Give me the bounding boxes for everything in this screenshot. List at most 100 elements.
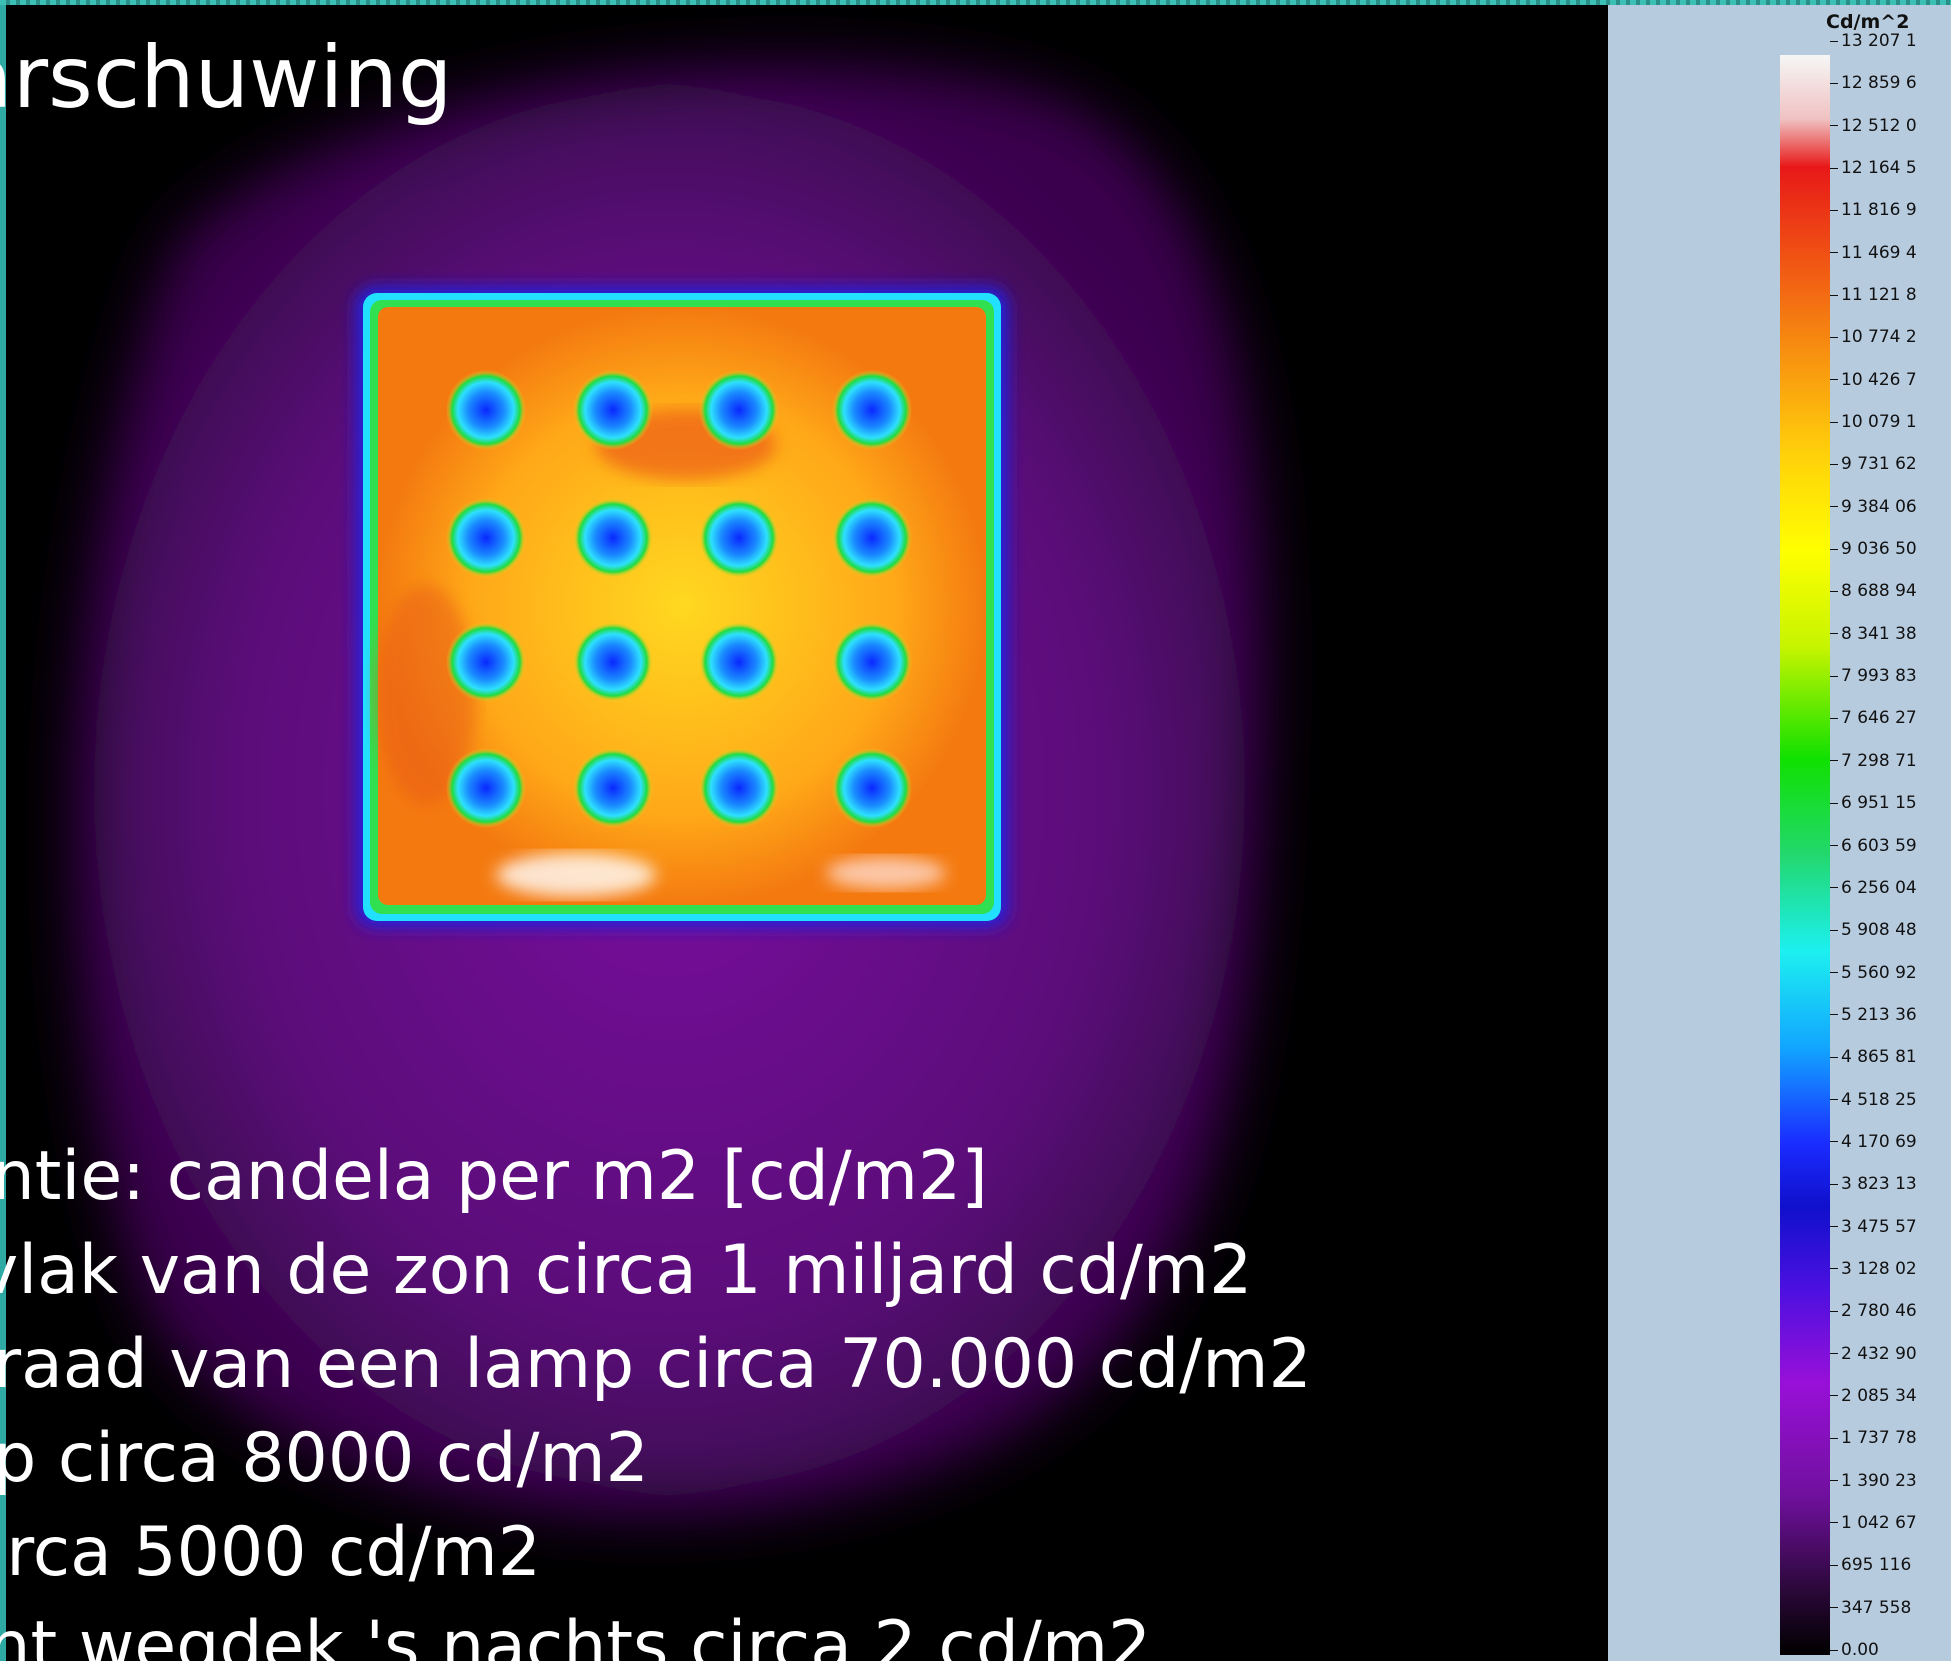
hotspot-white-bottom-right — [826, 857, 946, 889]
legend-tick: 9 384 06 — [1830, 497, 1917, 517]
slide-title: arschuwing — [0, 28, 453, 128]
tick-value: 12 164 5 — [1841, 158, 1917, 179]
luminance-heatmap — [6, 5, 1608, 1661]
tick-mark — [1830, 1607, 1838, 1609]
tick-mark — [1830, 82, 1838, 84]
legend-tick: 7 298 71 — [1830, 751, 1917, 771]
tick-mark — [1830, 1099, 1838, 1101]
legend-tick: 11 121 8 — [1830, 285, 1917, 305]
legend-tick: 9 036 50 — [1830, 539, 1917, 559]
tick-value: 11 816 9 — [1841, 200, 1917, 221]
legend-tick-labels: 13 207 1 12 859 6 12 512 0 12 164 5 11 816 9… — [1830, 5, 1951, 1661]
tick-mark — [1830, 1353, 1838, 1355]
tick-value: 4 170 69 — [1841, 1131, 1917, 1152]
led-spot — [573, 622, 653, 702]
led-spot — [832, 622, 912, 702]
tick-mark — [1830, 463, 1838, 465]
legend-tick: 3 823 13 — [1830, 1174, 1917, 1194]
led-spot — [446, 498, 526, 578]
legend-tick: 7 993 83 — [1830, 666, 1917, 686]
legend-tick: 695 116 — [1830, 1555, 1911, 1575]
slide-top-border — [0, 0, 1951, 5]
tick-mark — [1830, 167, 1838, 169]
tick-mark — [1830, 1310, 1838, 1312]
tick-mark — [1830, 421, 1838, 423]
tick-mark — [1830, 929, 1838, 931]
tick-mark — [1830, 1183, 1838, 1185]
led-spot — [699, 370, 779, 450]
legend-tick: 10 079 1 — [1830, 412, 1917, 432]
legend-tick: 6 951 15 — [1830, 793, 1917, 813]
legend-tick: 9 731 62 — [1830, 454, 1917, 474]
led-spot — [573, 370, 653, 450]
legend-tick: 1 737 78 — [1830, 1428, 1917, 1448]
legend-tick: 2 085 34 — [1830, 1386, 1917, 1406]
led-spot — [832, 748, 912, 828]
tick-value: 7 298 71 — [1841, 750, 1917, 771]
lit-panel — [378, 307, 986, 905]
tick-mark — [1830, 506, 1838, 508]
legend-tick: 4 865 81 — [1830, 1047, 1917, 1067]
tick-mark — [1830, 972, 1838, 974]
legend-tick: 8 688 94 — [1830, 581, 1917, 601]
tick-mark — [1830, 675, 1838, 677]
tick-mark — [1830, 717, 1838, 719]
tick-mark — [1830, 1564, 1838, 1566]
legend-tick: 11 469 4 — [1830, 243, 1917, 263]
tick-mark — [1830, 1268, 1838, 1270]
tick-value: 7 993 83 — [1841, 666, 1917, 687]
tick-mark — [1830, 294, 1838, 296]
tick-mark — [1830, 548, 1838, 550]
legend-tick: 6 603 59 — [1830, 836, 1917, 856]
legend-tick: 4 518 25 — [1830, 1090, 1917, 1110]
tick-value: 1 737 78 — [1841, 1428, 1917, 1449]
legend-tick: 1 390 23 — [1830, 1471, 1917, 1491]
tick-mark — [1830, 40, 1838, 42]
legend-tick: 1 042 67 — [1830, 1513, 1917, 1533]
led-spot — [832, 498, 912, 578]
tick-value: 5 908 48 — [1841, 920, 1917, 941]
legend-tick: 12 859 6 — [1830, 73, 1917, 93]
legend-tick: 11 816 9 — [1830, 200, 1917, 220]
tick-value: 695 116 — [1841, 1555, 1912, 1576]
tick-value: 7 646 27 — [1841, 708, 1917, 729]
tick-mark — [1830, 1395, 1838, 1397]
led-spot — [699, 498, 779, 578]
tick-value: 5 560 92 — [1841, 962, 1917, 983]
bullet-line-6: cht wegdek 's nachts circa 2 cd/m2 — [0, 1607, 1152, 1661]
tick-value: 2 085 34 — [1841, 1385, 1917, 1406]
tick-value: 2 780 46 — [1841, 1301, 1917, 1322]
tick-value: 3 823 13 — [1841, 1174, 1917, 1195]
legend-color-bar — [1780, 55, 1830, 1655]
tick-mark — [1830, 1226, 1838, 1228]
legend-tick: 12 512 0 — [1830, 116, 1917, 136]
tick-value: 10 426 7 — [1841, 369, 1917, 390]
tick-value: 8 341 38 — [1841, 623, 1917, 644]
bullet-line-3: draad van een lamp circa 70.000 cd/m2 — [0, 1325, 1312, 1404]
legend-tick: 2 432 90 — [1830, 1344, 1917, 1364]
legend-tick: 7 646 27 — [1830, 708, 1917, 728]
tick-mark — [1830, 1522, 1838, 1524]
led-spot — [699, 748, 779, 828]
bullet-line-2: rvlak van de zon circa 1 miljard cd/m2 — [0, 1231, 1253, 1310]
tick-value: 10 774 2 — [1841, 327, 1917, 348]
legend-unit-label: Cd/m^2 — [1826, 11, 1910, 33]
tick-mark — [1830, 336, 1838, 338]
tick-value: 11 121 8 — [1841, 285, 1917, 306]
slide-left-border — [0, 0, 6, 1661]
tick-mark — [1830, 1649, 1838, 1651]
legend-tick: 10 426 7 — [1830, 370, 1917, 390]
legend-tick: 4 170 69 — [1830, 1132, 1917, 1152]
led-spot — [446, 622, 526, 702]
led-spot — [573, 498, 653, 578]
bullet-line-1: antie: candela per m2 [cd/m2] — [0, 1137, 988, 1216]
tick-value: 4 865 81 — [1841, 1047, 1917, 1068]
tick-value: 10 079 1 — [1841, 412, 1917, 433]
tick-value: 1 390 23 — [1841, 1470, 1917, 1491]
legend-tick: 5 213 36 — [1830, 1005, 1917, 1025]
led-spot — [573, 748, 653, 828]
tick-value: 3 128 02 — [1841, 1258, 1917, 1279]
legend-tick: 12 164 5 — [1830, 158, 1917, 178]
tick-value: 4 518 25 — [1841, 1089, 1917, 1110]
tick-value: 2 432 90 — [1841, 1343, 1917, 1364]
